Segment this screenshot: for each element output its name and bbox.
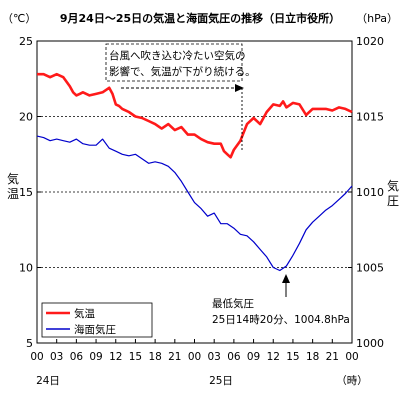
x-tick-label-8: 00 (188, 351, 201, 363)
y-left-tick-label-15: 15 (19, 186, 33, 199)
left-axis-label-char-2: 温 (7, 187, 19, 201)
chart-title: 9月24日～25日の気温と海面気圧の推移（日立市役所） (60, 11, 340, 25)
right-unit-label: （hPa） (356, 12, 398, 25)
cooling-annotation-line-1: 台風へ吹き込む冷たい空気の (109, 49, 246, 62)
right-axis-label: 気 圧 (387, 178, 399, 208)
y-left-tick-label-20: 20 (19, 111, 33, 124)
day-label-25: 25日 (209, 375, 233, 387)
min-pressure-annotation: 最低気圧 25日14時20分、1004.8hPa (212, 274, 350, 326)
x-tick-label-5: 15 (129, 351, 142, 363)
y-left-tick-label-5: 5 (26, 337, 33, 350)
x-tick-label-6: 18 (148, 351, 161, 363)
y-right-tick-label-1010: 1010 (356, 186, 384, 199)
legend-label-pressure: 海面気圧 (74, 323, 116, 336)
y-left-tick-label-10: 10 (19, 262, 33, 275)
min-pressure-arrowhead (282, 274, 290, 283)
legend-label-temperature: 気温 (74, 307, 95, 320)
right-axis-label-char-2: 圧 (387, 194, 399, 208)
y-right-tick-label-1000: 1000 (356, 337, 384, 350)
min-pressure-annotation-line-2: 25日14時20分、1004.8hPa (212, 314, 350, 326)
cooling-annotation-line-2: 影響で、気温が下がり続ける。 (109, 65, 256, 78)
x-tick-label-0: 00 (30, 351, 43, 363)
x-unit-label: （時） (336, 375, 368, 387)
x-tick-label-4: 12 (109, 351, 122, 363)
left-unit-label: （℃） (2, 12, 36, 25)
temperature-line (37, 72, 353, 159)
x-tick-label-12: 12 (267, 351, 280, 363)
left-axis-label-char-1: 気 (7, 171, 19, 186)
x-tick-label-3: 09 (89, 351, 102, 363)
x-tick-label-16: 00 (345, 351, 358, 363)
cooling-annotation-arrowhead (235, 84, 244, 92)
x-tick-label-9: 03 (208, 351, 221, 363)
x-tick-label-1: 03 (50, 351, 63, 363)
y-right-tick-label-1020: 1020 (356, 35, 384, 48)
cooling-annotation-box (105, 43, 243, 82)
x-tick-label-7: 21 (168, 351, 181, 363)
left-axis-label: 気 温 (7, 171, 19, 201)
x-tick-label-2: 06 (70, 351, 84, 363)
grid (37, 116, 352, 268)
cooling-annotation: 台風へ吹き込む冷たい空気の 影響で、気温が下がり続ける。 (105, 43, 256, 150)
pressure-line (36, 135, 353, 272)
x-tick-label-14: 18 (306, 351, 319, 363)
series (36, 72, 353, 272)
x-tick-label-13: 15 (286, 351, 299, 363)
y-left-tick-label-25: 25 (19, 35, 33, 48)
y-right-tick-label-1015: 1015 (356, 111, 384, 124)
right-axis-label-char-1: 気 (387, 178, 399, 193)
day-label-24: 24日 (36, 375, 60, 387)
x-tick-label-10: 06 (227, 351, 241, 363)
legend: 気温 海面気圧 (41, 302, 153, 338)
x-tick-label-11: 09 (247, 351, 260, 363)
legend-box (41, 302, 153, 338)
x-tick-label-15: 21 (326, 351, 339, 363)
y-right-tick-label-1005: 1005 (356, 262, 384, 275)
min-pressure-annotation-line-1: 最低気圧 (212, 297, 254, 310)
